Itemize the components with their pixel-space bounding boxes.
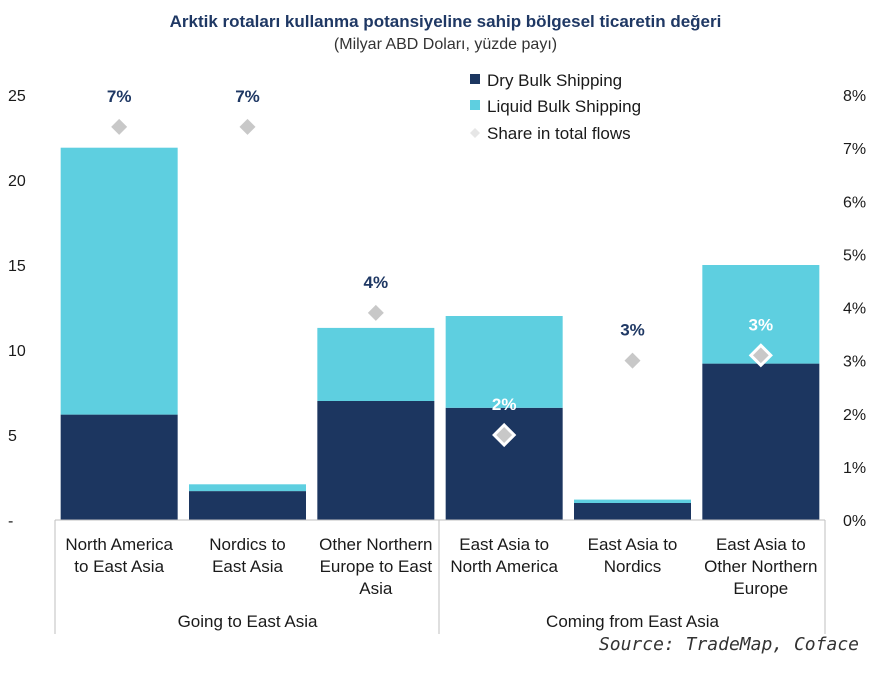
x-tick-label: East Asia to — [588, 535, 678, 554]
legend-swatch — [470, 100, 480, 110]
source-note: Source: TradeMap, Coface — [598, 634, 859, 655]
liquid-bulk-bar — [189, 484, 306, 492]
dry-bulk-bar — [317, 401, 435, 520]
y-tick-label: 20 — [8, 173, 26, 190]
liquid-bulk-bar — [60, 147, 178, 415]
dry-bulk-bar — [60, 414, 178, 520]
share-label: 4% — [364, 273, 389, 292]
x-tick-label: Nordics to — [209, 535, 286, 554]
liquid-bulk-bar — [574, 499, 691, 503]
y2-tick-label: 1% — [843, 460, 866, 477]
share-marker — [624, 352, 641, 369]
liquid-bulk-bar — [445, 316, 563, 408]
share-label: 3% — [749, 315, 774, 334]
x-tick-label: Other Northern — [319, 535, 432, 554]
x-tick-label: Other Northern — [704, 557, 817, 576]
legend-label: Share in total flows — [487, 124, 631, 143]
y-tick-label: 25 — [8, 88, 26, 105]
share-marker — [492, 422, 517, 448]
dry-bulk-bar — [189, 491, 306, 520]
x-tick-label: East Asia to — [716, 535, 806, 554]
chart-subtitle: (Milyar ABD Doları, yüzde payı) — [333, 36, 558, 53]
chart-title: Arktik rotaları kullanma potansiyeline s… — [169, 12, 722, 31]
legend-label: Liquid Bulk Shipping — [487, 97, 641, 116]
share-label: 7% — [235, 87, 260, 106]
y2-tick-label: 7% — [843, 141, 866, 158]
share-marker — [111, 118, 128, 135]
x-tick-label: North America — [65, 535, 173, 554]
y-tick-label: 10 — [8, 343, 26, 360]
legend-swatch — [470, 74, 480, 84]
share-marker — [239, 118, 256, 135]
dry-bulk-bar — [702, 363, 820, 520]
y2-tick-label: 3% — [843, 354, 866, 371]
x-tick-label: Europe — [733, 579, 788, 598]
y-tick-label: 15 — [8, 258, 26, 275]
x-tick-label: Nordics — [604, 557, 662, 576]
legend-label: Dry Bulk Shipping — [487, 71, 622, 90]
liquid-bulk-bar — [317, 327, 435, 401]
y2-tick-label: 8% — [843, 88, 866, 105]
x-tick-label: East Asia to — [459, 535, 549, 554]
share-marker — [367, 304, 384, 321]
y2-tick-label: 6% — [843, 194, 866, 211]
y2-tick-label: 4% — [843, 301, 866, 318]
share-marker — [748, 343, 773, 368]
x-tick-label: Europe to East — [320, 557, 433, 576]
x-tick-label: Asia — [359, 579, 393, 598]
dry-bulk-bar — [574, 503, 691, 520]
group-label: Coming from East Asia — [546, 612, 719, 631]
y2-tick-label: 0% — [843, 513, 866, 530]
group-label: Going to East Asia — [178, 612, 318, 631]
share-label: 7% — [107, 87, 132, 106]
x-tick-label: East Asia — [212, 557, 283, 576]
legend-swatch — [470, 128, 480, 138]
y2-tick-label: 2% — [843, 407, 866, 424]
y-tick-label: - — [8, 513, 13, 530]
x-tick-label: North America — [450, 557, 558, 576]
share-label: 3% — [620, 321, 645, 340]
share-label: 2% — [492, 395, 517, 414]
y2-tick-label: 5% — [843, 247, 866, 264]
y-tick-label: 5 — [8, 428, 17, 445]
x-tick-label: to East Asia — [74, 557, 164, 576]
